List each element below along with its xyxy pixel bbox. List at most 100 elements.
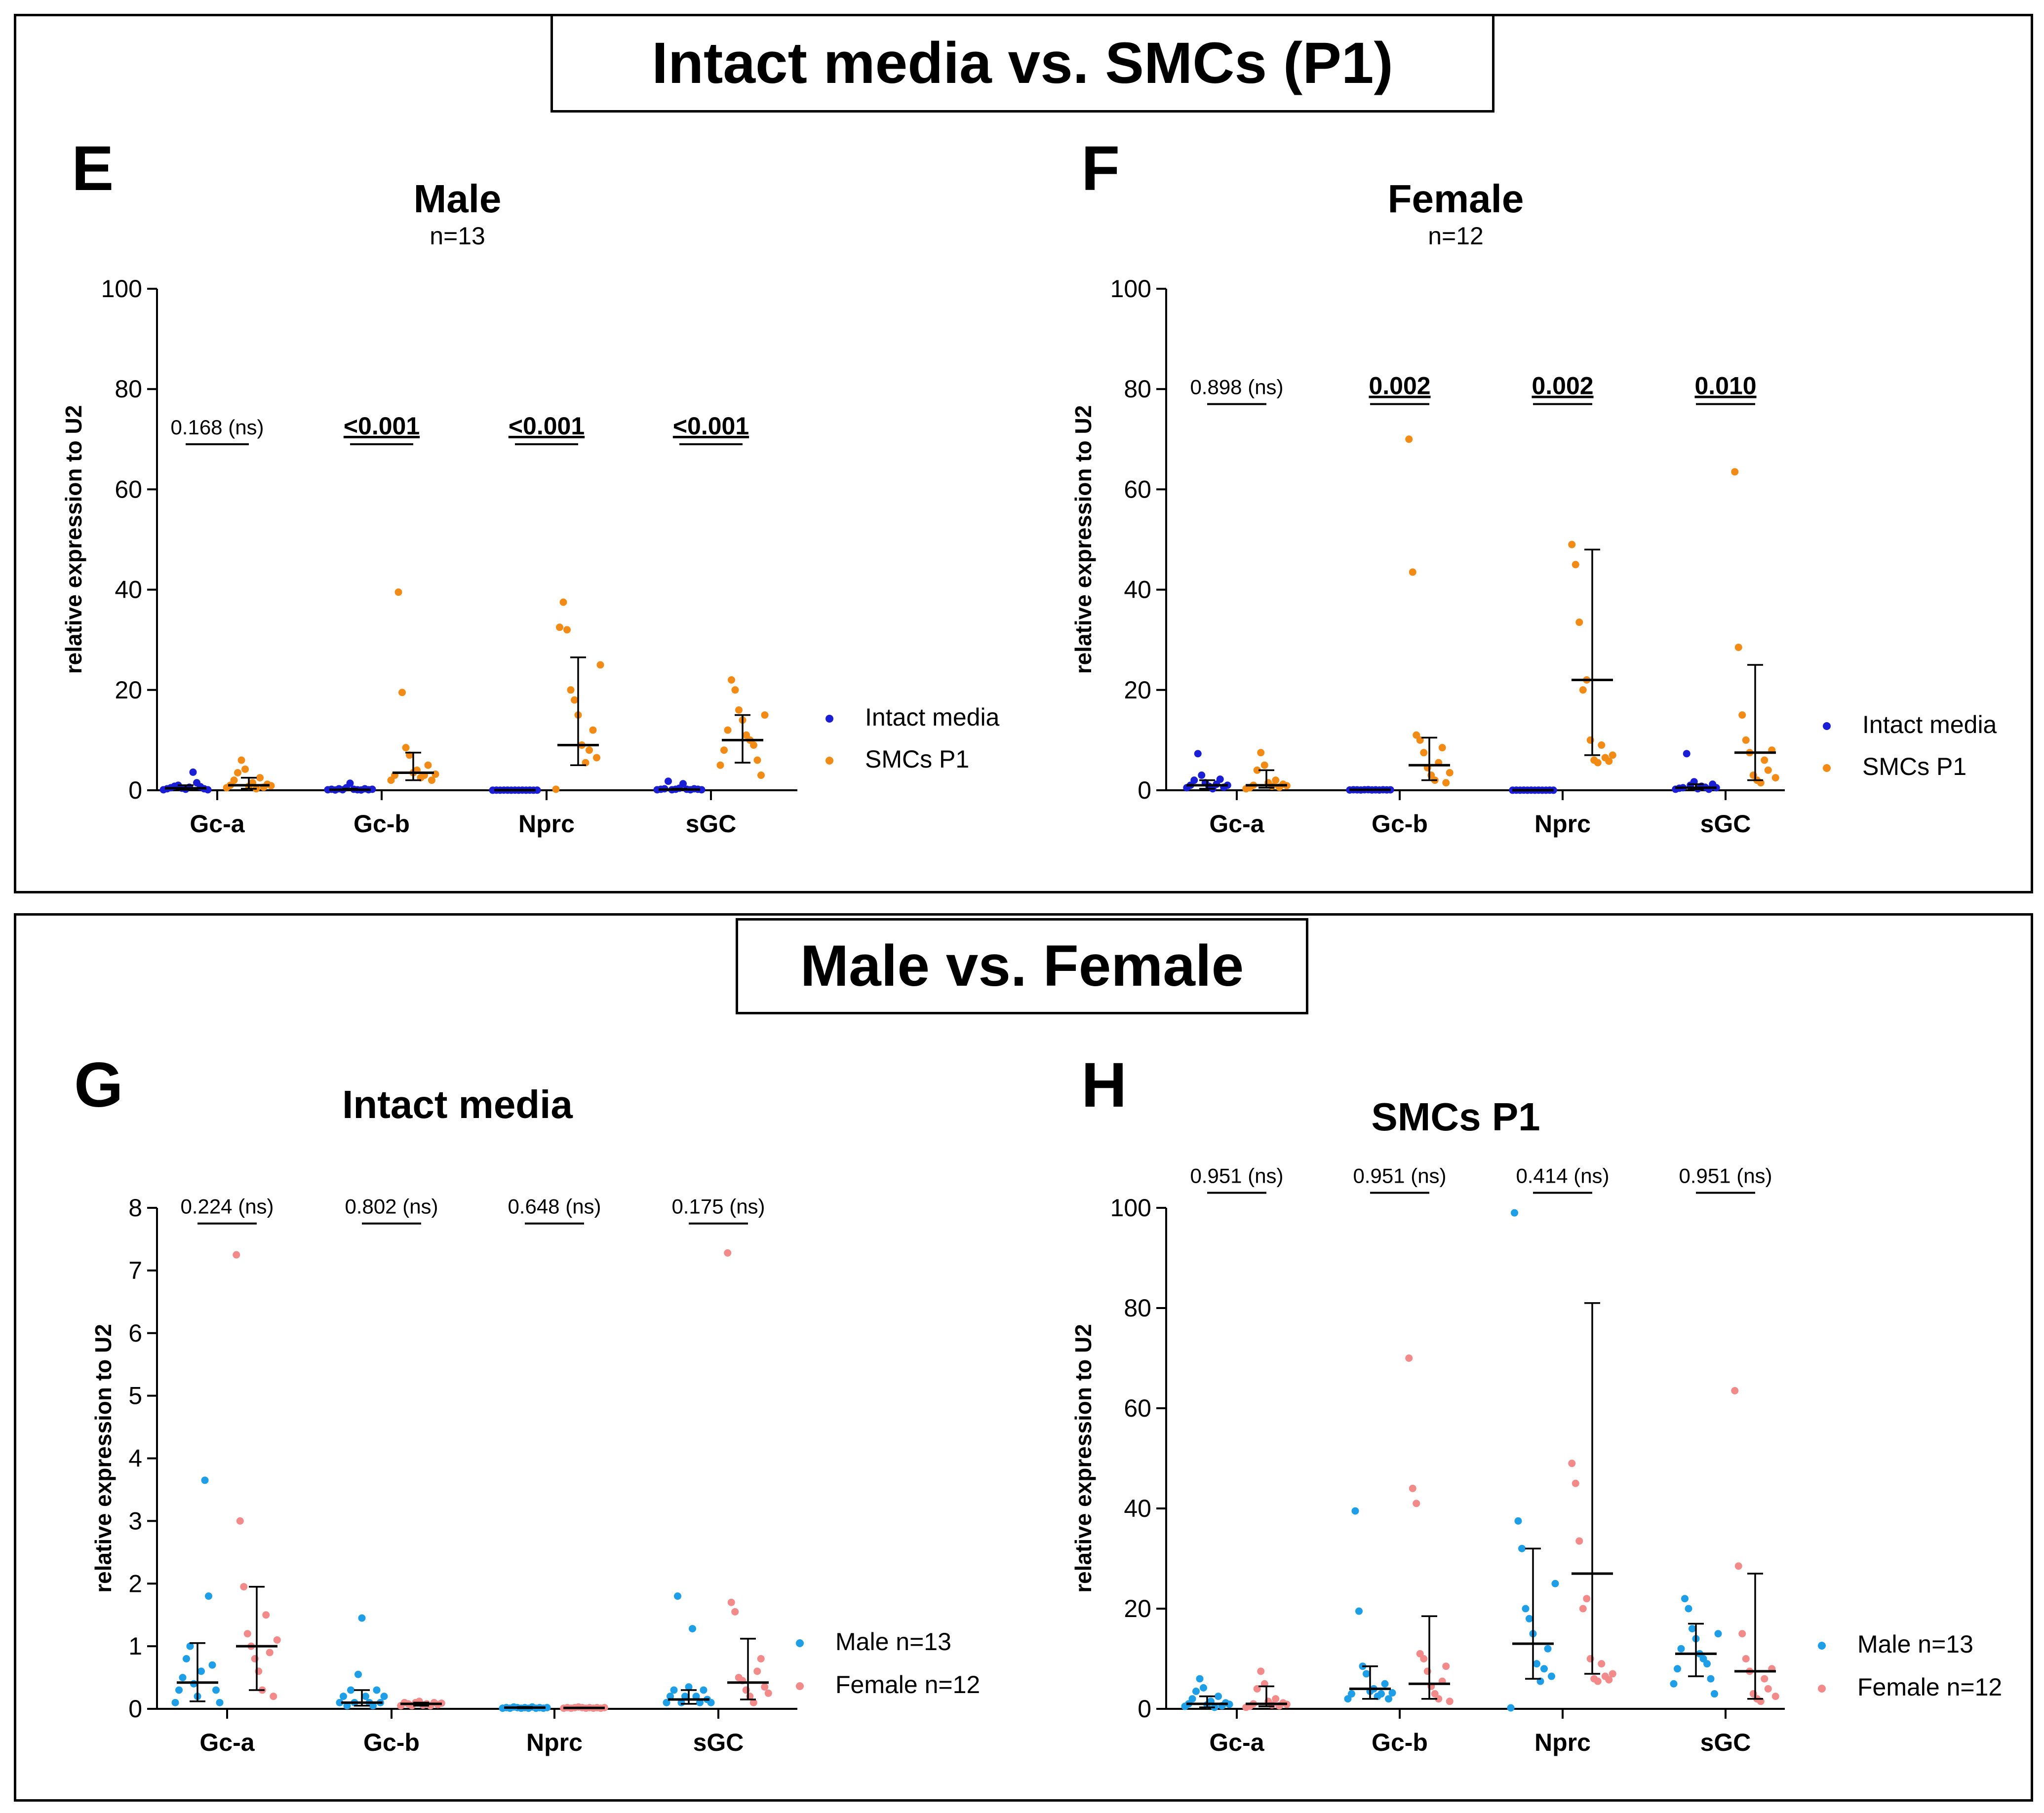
data-point	[753, 1667, 761, 1675]
data-point	[1670, 1680, 1678, 1688]
y-tick-label: 60	[1124, 1394, 1151, 1422]
p-value-label: 0.802 (ns)	[345, 1195, 438, 1218]
data-point	[1598, 741, 1606, 749]
data-point	[1731, 1387, 1739, 1394]
legend-label: Female n=12	[1857, 1673, 2002, 1701]
data-point	[1572, 561, 1579, 569]
data-point	[368, 785, 376, 793]
legend-label: SMCs P1	[1862, 753, 1966, 780]
data-point	[552, 785, 560, 793]
data-point	[728, 676, 735, 684]
data-point	[216, 1698, 224, 1706]
data-point	[1511, 1209, 1518, 1217]
data-point	[197, 1667, 205, 1675]
data-point	[1420, 1655, 1428, 1662]
data-point	[757, 1655, 765, 1662]
panel-title: SMCs P1	[1371, 1095, 1540, 1139]
panel-title: Female	[1388, 177, 1524, 221]
data-point	[424, 761, 432, 769]
panel-g: G Intact media relative expression to U2 0 1…	[74, 1050, 980, 1756]
x-tick-label: Gc-b	[354, 810, 410, 838]
p-value-label: 0.414 (ns)	[1516, 1164, 1609, 1188]
data-point	[1253, 766, 1261, 774]
data-point	[761, 711, 769, 719]
data-point	[1405, 435, 1413, 443]
data-point	[1533, 1660, 1540, 1668]
data-point	[1734, 1562, 1742, 1570]
data-point	[186, 1642, 194, 1650]
data-point	[346, 779, 354, 787]
data-point	[720, 746, 728, 754]
data-point	[1674, 1665, 1681, 1673]
legend-marker	[825, 715, 833, 723]
data-point	[698, 786, 706, 794]
data-point	[1731, 468, 1739, 476]
data-point	[593, 754, 600, 762]
data-point	[1594, 759, 1602, 767]
data-point	[362, 1693, 369, 1700]
data-point	[369, 1702, 377, 1710]
data-point	[373, 1686, 381, 1694]
data-point	[266, 1649, 274, 1657]
data-point	[1363, 1670, 1370, 1678]
panel-letter: G	[74, 1050, 123, 1120]
y-axis-label: relative expression to U2	[1070, 405, 1096, 674]
data-point	[761, 1683, 769, 1691]
panel-letter: E	[72, 133, 114, 204]
data-point	[1681, 1595, 1689, 1603]
data-point	[543, 1703, 551, 1711]
data-point	[724, 1249, 732, 1257]
data-point	[567, 686, 575, 694]
data-point	[1190, 776, 1198, 784]
data-point	[179, 1674, 187, 1682]
x-tick-label: Gc-b	[363, 1729, 420, 1756]
p-value-label: 0.002	[1532, 372, 1593, 400]
x-tick-label: sGC	[1700, 1729, 1751, 1756]
y-tick-label: 40	[115, 576, 142, 604]
p-value-label: 0.010	[1694, 372, 1756, 400]
panel-letter: F	[1081, 133, 1120, 204]
data-point	[1446, 769, 1454, 776]
y-tick-label: 5	[128, 1382, 142, 1410]
data-point	[1215, 1693, 1222, 1700]
data-point	[753, 756, 761, 764]
legend-marker	[1818, 1685, 1826, 1693]
legend-label: Female n=12	[835, 1671, 980, 1698]
data-point	[1192, 1687, 1200, 1695]
data-point	[398, 689, 406, 696]
data-point	[347, 1686, 354, 1694]
section-title-top: Intact media vs. SMCs (P1)	[550, 14, 1494, 113]
legend-marker	[1823, 764, 1831, 772]
data-point	[1438, 744, 1446, 752]
data-point	[262, 1611, 270, 1619]
data-point	[1771, 774, 1779, 782]
data-point	[670, 1686, 678, 1694]
p-value-label: 0.951 (ns)	[1679, 1164, 1772, 1188]
data-point	[1540, 1665, 1548, 1673]
y-tick-label: 8	[128, 1194, 142, 1222]
x-tick-label: Nprc	[526, 1729, 583, 1756]
y-tick-label: 4	[128, 1445, 142, 1472]
data-point	[1435, 1695, 1443, 1703]
data-point	[1420, 749, 1428, 757]
data-point	[1544, 1645, 1552, 1653]
data-point	[559, 598, 567, 606]
data-point	[171, 1698, 179, 1706]
data-point	[731, 1608, 739, 1616]
data-point	[665, 777, 672, 785]
x-tick-label: sGC	[693, 1729, 744, 1756]
x-tick-label: Gc-a	[1209, 810, 1264, 838]
data-point	[750, 741, 757, 749]
legend-label: Intact media	[1862, 711, 1997, 738]
x-tick-label: Nprc	[518, 810, 575, 838]
data-point	[1257, 749, 1265, 757]
data-point	[358, 1614, 366, 1622]
data-point	[380, 1693, 388, 1700]
data-point	[336, 1698, 344, 1706]
data-point	[1351, 1507, 1359, 1515]
data-point	[1225, 1700, 1233, 1708]
data-point	[201, 1476, 209, 1484]
data-point	[240, 1583, 248, 1591]
